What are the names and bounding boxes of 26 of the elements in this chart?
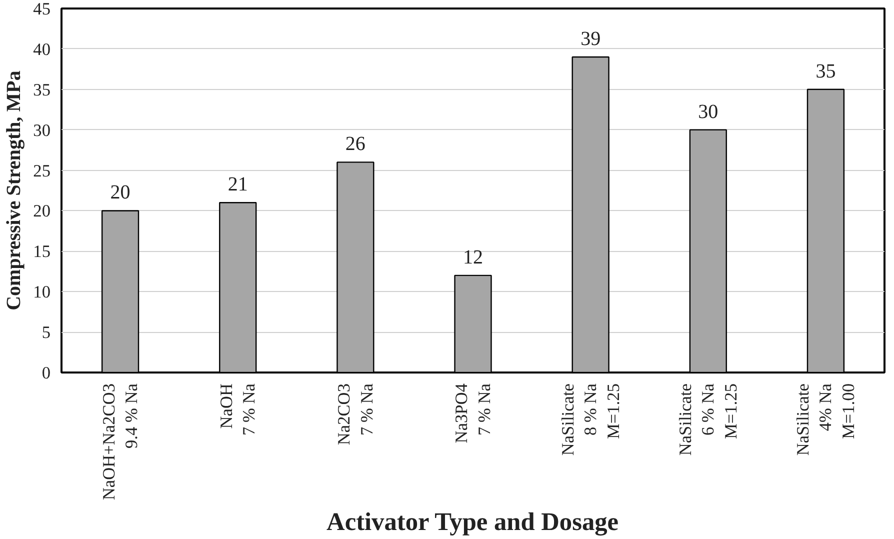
x-tick-label: NaSilicate 4% Na M=1.00 (793, 383, 858, 456)
x-tick-label: Na3PO4 7 % Na (452, 383, 494, 444)
y-tick-label: 40 (33, 40, 50, 59)
y-tick-label: 25 (33, 161, 50, 180)
data-label: 20 (110, 182, 130, 204)
x-tick-label: Na2CO3 7 % Na (334, 383, 376, 446)
x-tick-label: NaSilicate 6 % Na M=1.25 (676, 383, 740, 456)
x-tick-label: NaSilicate 8 % Na M=1.25 (558, 383, 623, 456)
x-tick-label: NaOH+Na2CO3 9.4 % Na (99, 383, 142, 500)
x-axis-title: Activator Type and Dosage (326, 508, 619, 536)
x-tick-label: NaOH 7 % Na (216, 383, 259, 436)
y-tick-label: 45 (33, 0, 50, 18)
y-tick-label: 15 (33, 242, 50, 262)
y-tick-label: 20 (33, 202, 50, 221)
y-tick-label: 35 (33, 80, 50, 100)
data-label: 35 (816, 60, 836, 82)
data-label: 21 (228, 174, 248, 196)
y-tick-label: 5 (42, 323, 51, 342)
data-label: 30 (698, 100, 718, 123)
data-label: 26 (345, 133, 366, 156)
y-tick-label: 10 (33, 282, 50, 302)
y-axis-title: Compressive Strength, MPa (3, 70, 26, 310)
y-tick-label: 0 (42, 364, 51, 382)
y-tick-label: 30 (33, 120, 50, 140)
data-label: 12 (463, 246, 483, 268)
data-label: 39 (580, 28, 601, 50)
